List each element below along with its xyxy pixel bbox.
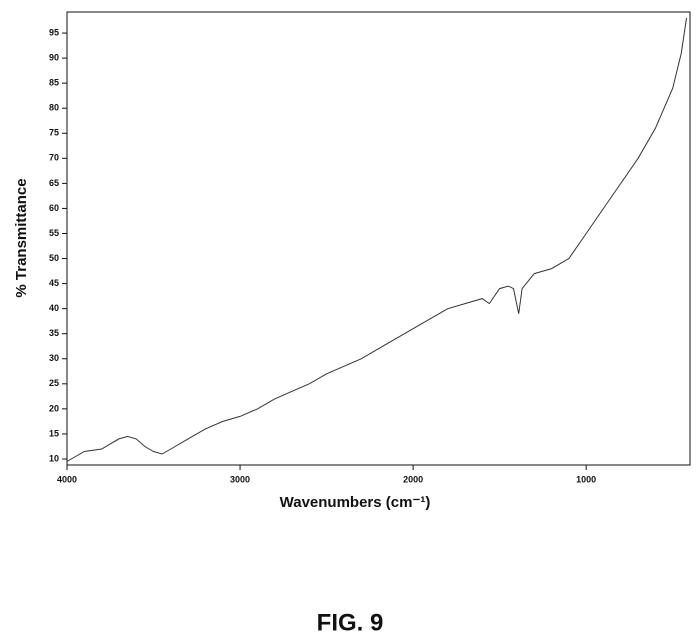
y-tick-label: 55	[49, 228, 59, 238]
y-tick-label: 70	[49, 153, 59, 163]
plot-frame	[67, 12, 690, 465]
y-tick-label: 95	[49, 27, 59, 37]
y-axis-label: % Transmittance	[13, 178, 30, 297]
y-tick-label: 40	[49, 303, 59, 313]
x-tick-label: 3000	[230, 474, 250, 484]
y-tick-label: 85	[49, 78, 59, 88]
spectrum-line	[67, 18, 687, 462]
y-tick-label: 35	[49, 328, 59, 338]
figure-caption: FIG. 9	[317, 609, 384, 636]
x-tick-label: 4000	[57, 474, 77, 484]
y-tick-label: 90	[49, 52, 59, 62]
y-tick-label: 80	[49, 103, 59, 113]
y-tick-label: 20	[49, 403, 59, 413]
y-tick-label: 65	[49, 178, 59, 188]
chart: % Transmittance Wavenumbers (cm⁻¹) FIG. …	[0, 0, 700, 643]
x-tick-label: 1000	[576, 474, 596, 484]
y-tick-label: 25	[49, 378, 59, 388]
y-tick-label: 75	[49, 128, 59, 138]
y-tick-label: 45	[49, 278, 59, 288]
y-tick-label: 10	[49, 453, 59, 463]
y-tick-label: 15	[49, 428, 59, 438]
y-tick-label: 50	[49, 253, 59, 263]
x-tick-label: 2000	[403, 474, 423, 484]
y-tick-label: 60	[49, 203, 59, 213]
x-axis-label: Wavenumbers (cm⁻¹)	[280, 494, 431, 511]
y-tick-label: 30	[49, 353, 59, 363]
